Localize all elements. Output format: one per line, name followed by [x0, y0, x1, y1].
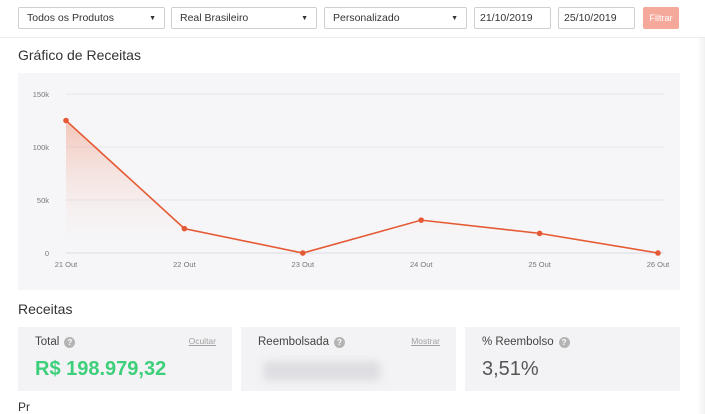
refund-percent-value: 3,51%	[482, 358, 539, 380]
revenue-chart: 0 50k 100k 150k 21 Out 22 Out 23 Out 24 Out 25 O…	[18, 73, 680, 290]
refunded-card: Reembolsada ? Mostrar	[241, 327, 456, 391]
hide-total-link[interactable]: Ocultar	[188, 336, 216, 346]
x-tick-label: 23 Out	[292, 260, 315, 269]
refunded-label: Reembolsada	[258, 336, 329, 348]
caret-down-icon: ▼	[301, 14, 308, 22]
y-tick-label: 0	[45, 249, 49, 258]
period-select-value: Personalizado	[333, 12, 400, 24]
filter-button[interactable]: Filtrar	[643, 7, 679, 29]
start-date-input[interactable]: 21/10/2019	[474, 7, 551, 29]
start-date-value: 21/10/2019	[480, 12, 533, 24]
help-icon[interactable]: ?	[64, 336, 76, 348]
revenue-point[interactable]	[181, 225, 188, 232]
revenue-line	[65, 119, 659, 254]
refunded-value-hidden	[263, 361, 381, 381]
refund-percent-card: % Reembolso ? 3,51%	[465, 327, 680, 391]
total-value: R$ 198.979,32	[35, 358, 167, 380]
scroll-shadow	[697, 38, 705, 414]
total-card: Total ? Ocultar R$ 198.979,32	[18, 327, 232, 391]
end-date-value: 25/10/2019	[564, 12, 617, 24]
x-tick-label: 25 Out	[528, 260, 551, 269]
x-tick-label: 22 Out	[173, 260, 196, 269]
revenue-point[interactable]	[655, 250, 661, 256]
next-section-title: Pr	[18, 400, 30, 414]
product-select[interactable]: Todos os Produtos ▼	[18, 7, 165, 29]
help-icon[interactable]: ?	[333, 336, 345, 348]
filter-bar: Todos os Produtos ▼ Real Brasileiro ▼ Pe…	[0, 0, 705, 38]
caret-down-icon: ▼	[451, 14, 458, 22]
revenue-area	[66, 120, 658, 253]
revenue-chart-svg: 0 50k 100k 150k 21 Out 22 Out 23 Out 24 Out 25 O…	[33, 90, 670, 269]
help-icon[interactable]: ?	[558, 336, 570, 348]
revenue-point[interactable]	[300, 250, 306, 256]
receitas-title: Receitas	[18, 301, 73, 317]
show-refunded-link[interactable]: Mostrar	[411, 336, 440, 346]
y-tick-label: 50k	[37, 196, 49, 205]
total-label: Total	[35, 336, 60, 348]
revenue-chart-title: Gráfico de Receitas	[18, 47, 141, 63]
currency-select-value: Real Brasileiro	[180, 12, 249, 24]
end-date-input[interactable]: 25/10/2019	[558, 7, 635, 29]
refund-percent-label: % Reembolso	[482, 336, 554, 348]
x-tick-label: 21 Out	[55, 260, 78, 269]
revenue-point[interactable]	[536, 230, 543, 237]
caret-down-icon: ▼	[149, 14, 156, 22]
y-tick-label: 100k	[33, 143, 50, 152]
revenue-point[interactable]	[418, 217, 425, 223]
revenue-point[interactable]	[63, 117, 69, 124]
x-tick-label: 24 Out	[410, 260, 433, 269]
period-select[interactable]: Personalizado ▼	[324, 7, 467, 29]
currency-select[interactable]: Real Brasileiro ▼	[171, 7, 317, 29]
product-select-value: Todos os Produtos	[27, 12, 114, 24]
x-tick-label: 26 Out	[647, 260, 670, 269]
y-tick-label: 150k	[33, 90, 50, 99]
